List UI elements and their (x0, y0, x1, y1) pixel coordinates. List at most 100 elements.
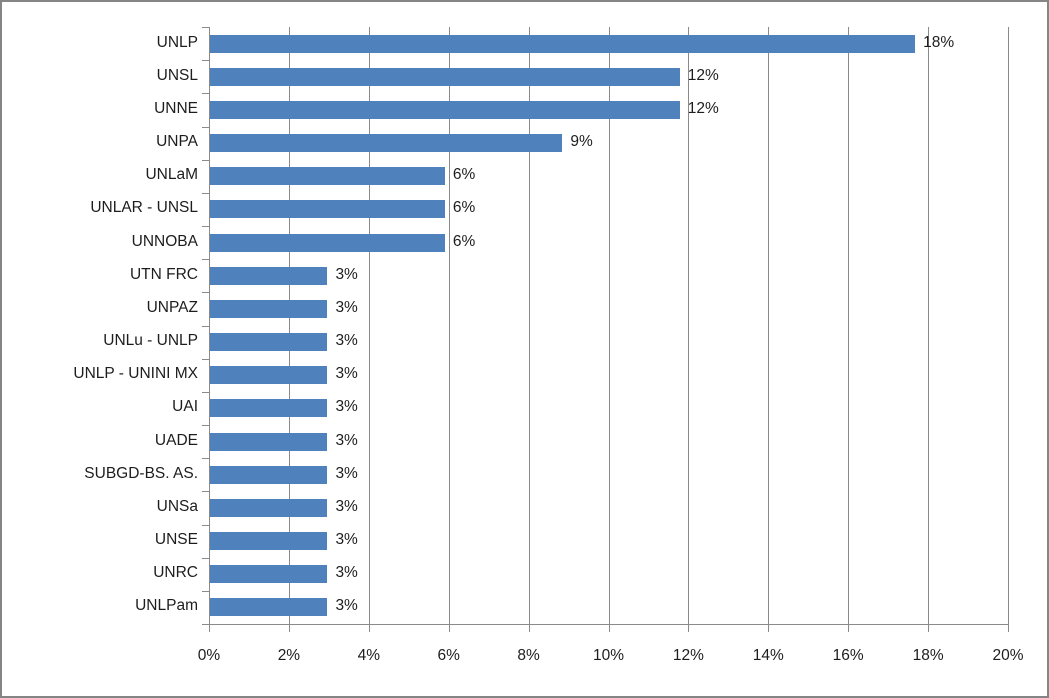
bar (210, 532, 328, 551)
category-label: UNLu - UNLP (103, 332, 198, 350)
value-label: 6% (452, 232, 476, 250)
value-label: 3% (335, 332, 358, 350)
value-label: 3% (335, 431, 358, 449)
gridline (528, 27, 530, 624)
bar (210, 200, 445, 219)
y-axis-tick (202, 27, 209, 28)
value-label: 6% (452, 166, 476, 184)
x-axis-tick (768, 624, 770, 632)
x-tick-label: 8% (517, 647, 540, 664)
value-label: 3% (335, 564, 358, 582)
value-label: 3% (335, 597, 358, 615)
category-label: UNNOBA (131, 232, 198, 250)
gridline (608, 27, 610, 624)
y-axis-tick (202, 159, 209, 161)
value-label: 12% (687, 99, 719, 117)
x-tick-label: 6% (437, 647, 460, 664)
category-label: UNPAZ (146, 298, 198, 316)
y-axis-tick (202, 292, 209, 294)
x-tick-label: 20% (992, 647, 1024, 664)
value-label: 3% (335, 298, 358, 316)
y-axis-tick (202, 226, 209, 227)
bar (210, 432, 328, 451)
category-label: UNNE (154, 99, 198, 117)
bar (210, 299, 328, 318)
bar (210, 598, 328, 617)
category-label: UNSL (156, 66, 198, 84)
x-axis-tick (368, 624, 370, 632)
category-label: UNLP - UNINI MX (73, 365, 198, 383)
value-label: 18% (923, 33, 955, 51)
gridline (288, 27, 290, 624)
x-axis-tick (288, 624, 290, 632)
category-label: UNLPam (135, 597, 198, 615)
y-axis-tick (202, 325, 209, 327)
bar (210, 167, 445, 186)
y-axis-line (209, 27, 210, 625)
category-label: UNSE (154, 531, 198, 549)
category-label: UNLAR - UNSL (90, 199, 198, 217)
gridline (448, 27, 450, 624)
value-label: 9% (570, 133, 593, 151)
x-tick-label: 12% (672, 647, 704, 664)
x-tick-label: 16% (832, 647, 864, 664)
value-label: 12% (687, 66, 719, 84)
y-axis-tick (202, 524, 209, 526)
x-tick-label: 0% (197, 647, 221, 664)
value-label: 3% (335, 464, 358, 482)
gridline (1008, 27, 1009, 624)
y-axis-tick (202, 425, 209, 426)
x-tick-label: 2% (277, 647, 301, 664)
category-label: SUBGD-BS. AS. (84, 464, 198, 482)
bar (210, 399, 328, 418)
category-label: UADE (154, 431, 198, 449)
x-axis-tick (448, 624, 450, 632)
y-axis-tick (202, 458, 209, 460)
y-axis-tick (202, 358, 209, 360)
bar (210, 233, 445, 252)
bar (210, 266, 328, 285)
bar (210, 67, 680, 86)
bar (210, 134, 563, 153)
category-label: UNLP (156, 33, 198, 51)
value-label: 6% (452, 199, 476, 217)
x-axis-tick (1008, 624, 1009, 632)
x-tick-label: 10% (592, 647, 625, 664)
x-axis-tick (688, 624, 690, 632)
category-label: UTN FRC (129, 265, 198, 283)
y-axis-tick (202, 126, 209, 128)
x-axis-line (202, 624, 1009, 625)
y-axis-tick (202, 192, 209, 194)
category-label: UNPA (156, 133, 198, 151)
value-label: 3% (335, 497, 358, 515)
bar (210, 333, 328, 352)
gridline (768, 27, 770, 624)
bar (210, 465, 328, 484)
category-label: UAI (172, 398, 198, 416)
y-axis-tick (202, 557, 209, 559)
value-label: 3% (335, 531, 358, 549)
value-label: 3% (335, 398, 358, 416)
category-label: UNSa (156, 497, 198, 515)
bar (210, 498, 328, 517)
x-axis-tick (608, 624, 610, 632)
category-label: UNRC (153, 564, 198, 582)
bar (210, 34, 916, 53)
x-axis-tick (928, 624, 930, 632)
x-axis-tick (209, 624, 210, 632)
gridline (928, 27, 930, 624)
bar (210, 366, 328, 385)
x-axis-tick (848, 624, 850, 632)
x-tick-label: 4% (357, 647, 380, 664)
bar (210, 100, 680, 119)
y-axis-tick (202, 391, 209, 393)
y-axis-tick (202, 93, 209, 95)
category-label: UNLaM (145, 166, 198, 184)
x-axis-tick (528, 624, 530, 632)
y-axis-tick (202, 259, 209, 261)
value-label: 3% (335, 265, 358, 283)
x-tick-label: 14% (752, 647, 784, 664)
gridline (688, 27, 690, 624)
bar (210, 565, 328, 584)
